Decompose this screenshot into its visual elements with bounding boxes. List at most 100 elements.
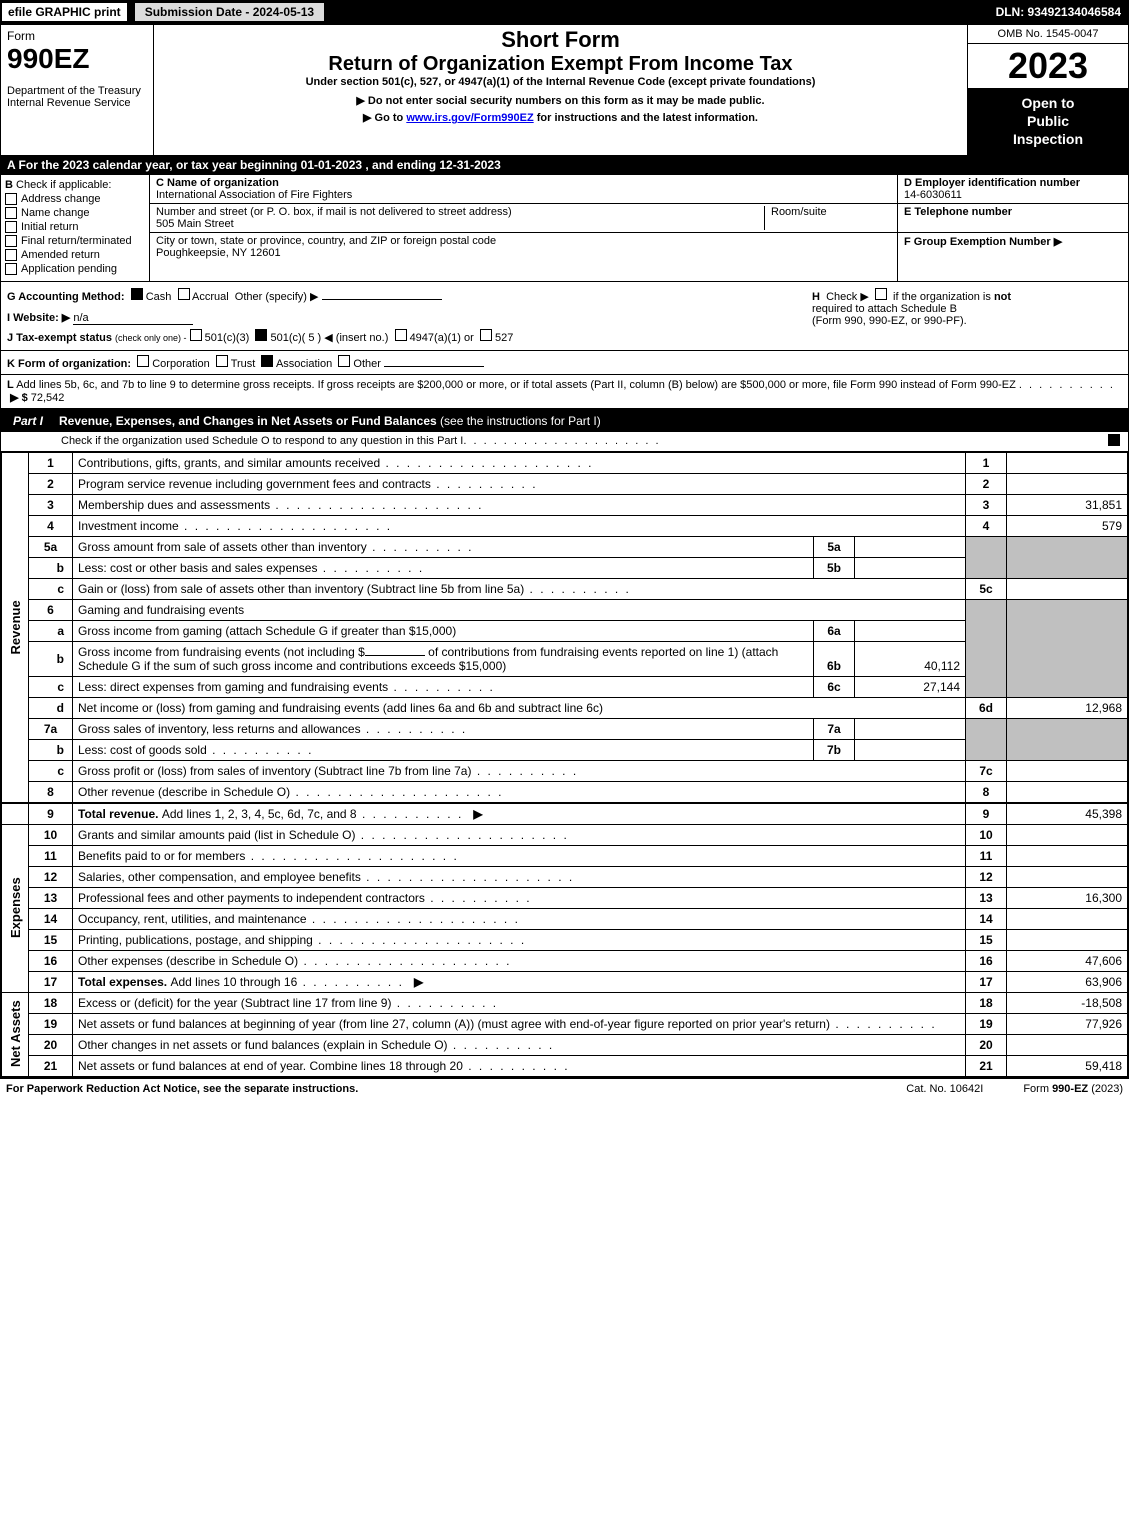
line-desc: Benefits paid to or for members — [73, 845, 966, 866]
line-box-num: 7c — [966, 760, 1007, 781]
line-6b: b Gross income from fundraising events (… — [2, 641, 1128, 676]
j-note: (check only one) - — [115, 333, 187, 343]
form-container: Form 990EZ Department of the Treasury In… — [0, 24, 1129, 1078]
line-num: 6 — [29, 599, 73, 620]
chk-label-3: Final return/terminated — [21, 235, 132, 247]
line-18: Net Assets 18 Excess or (deficit) for th… — [2, 992, 1128, 1013]
chk-cash-icon[interactable] — [131, 288, 143, 300]
chk-assoc-icon[interactable] — [261, 355, 273, 367]
footer: For Paperwork Reduction Act Notice, see … — [0, 1078, 1129, 1099]
chk-label-4: Amended return — [21, 249, 100, 261]
line-desc: Excess or (deficit) for the year (Subtra… — [73, 992, 966, 1013]
header-right: OMB No. 1545-0047 2023 Open to Public In… — [968, 25, 1128, 155]
h-label: H — [812, 291, 820, 303]
tax-year: 2023 — [968, 44, 1128, 88]
j-527: 527 — [495, 332, 513, 344]
l-arrow: ▶ $ — [10, 392, 28, 404]
inline-val: 27,144 — [855, 676, 966, 697]
chk-initial-return[interactable]: Initial return — [5, 221, 145, 233]
irs-label: Internal Revenue Service — [7, 97, 147, 109]
line-10: Expenses 10 Grants and similar amounts p… — [2, 824, 1128, 845]
chk-4947-icon[interactable] — [395, 329, 407, 341]
line-desc: Other changes in net assets or fund bala… — [73, 1034, 966, 1055]
h-text4: (Form 990, 990-EZ, or 990-PF). — [812, 315, 967, 327]
line-box-val — [1007, 578, 1128, 599]
grey-cell — [966, 599, 1007, 697]
line-num: 3 — [29, 494, 73, 515]
l-line: L Add lines 5b, 6c, and 7b to line 9 to … — [1, 375, 1128, 409]
top-bar: efile GRAPHIC print Submission Date - 20… — [0, 0, 1129, 24]
chk-label-1: Name change — [21, 207, 90, 219]
line-16: 16 Other expenses (describe in Schedule … — [2, 950, 1128, 971]
chk-501c3-icon[interactable] — [190, 329, 202, 341]
line-desc: Less: direct expenses from gaming and fu… — [73, 676, 814, 697]
footer-right: Form 990-EZ (2023) — [1023, 1083, 1123, 1095]
line-box-num: 1 — [966, 452, 1007, 473]
city-value: Poughkeepsie, NY 12601 — [156, 247, 281, 259]
line-desc: Program service revenue including govern… — [73, 473, 966, 494]
line-num: 9 — [29, 803, 73, 825]
chk-label-0: Address change — [21, 193, 101, 205]
line-num: c — [29, 760, 73, 781]
telephone-label: E Telephone number — [904, 206, 1012, 218]
chk-address-change[interactable]: Address change — [5, 193, 145, 205]
line-box-num: 5c — [966, 578, 1007, 599]
footer-cat-no: Cat. No. 10642I — [906, 1083, 983, 1095]
chk-accrual-icon[interactable] — [178, 288, 190, 300]
org-name-label: C Name of organization — [156, 177, 279, 189]
chk-amended-return[interactable]: Amended return — [5, 249, 145, 261]
line-2: 2 Program service revenue including gove… — [2, 473, 1128, 494]
chk-name-change[interactable]: Name change — [5, 207, 145, 219]
omb-number: OMB No. 1545-0047 — [968, 25, 1128, 44]
telephone-row: E Telephone number — [898, 204, 1128, 233]
chk-application-pending[interactable]: Application pending — [5, 263, 145, 275]
line-desc: Membership dues and assessments — [73, 494, 966, 515]
line-desc: Gross sales of inventory, less returns a… — [73, 718, 814, 739]
efile-label: efile GRAPHIC print — [0, 1, 129, 23]
line-desc: Less: cost of goods sold — [73, 739, 814, 760]
line-desc: Gross amount from sale of assets other t… — [73, 536, 814, 557]
inline-num: 7a — [814, 718, 855, 739]
col-def: D Employer identification number 14-6030… — [898, 175, 1128, 281]
street-row: Number and street (or P. O. box, if mail… — [150, 204, 897, 233]
chk-corp-icon[interactable] — [137, 355, 149, 367]
line-desc: Gross profit or (loss) from sales of inv… — [73, 760, 966, 781]
line-1: Revenue 1 Contributions, gifts, grants, … — [2, 452, 1128, 473]
line-num: 21 — [29, 1055, 73, 1076]
goto-line: ▶ Go to www.irs.gov/Form990EZ for instru… — [162, 111, 959, 124]
chk-final-return[interactable]: Final return/terminated — [5, 235, 145, 247]
line-box-num: 18 — [966, 992, 1007, 1013]
line-box-val — [1007, 824, 1128, 845]
line-5a: 5a Gross amount from sale of assets othe… — [2, 536, 1128, 557]
grey-cell — [966, 536, 1007, 578]
line-17: 17 Total expenses. Add lines 10 through … — [2, 971, 1128, 992]
part1-table: Revenue 1 Contributions, gifts, grants, … — [1, 452, 1128, 1077]
dln-number: DLN: 93492134046584 — [996, 5, 1129, 19]
line-11: 11 Benefits paid to or for members 11 — [2, 845, 1128, 866]
grey-cell — [1007, 536, 1128, 578]
g-cash: Cash — [146, 291, 172, 303]
chk-other-icon[interactable] — [338, 355, 350, 367]
irs-link[interactable]: www.irs.gov/Form990EZ — [406, 112, 533, 124]
k-other-input[interactable] — [384, 366, 484, 367]
line-desc: Other revenue (describe in Schedule O) — [73, 781, 966, 803]
line-21: 21 Net assets or fund balances at end of… — [2, 1055, 1128, 1076]
line-num: 16 — [29, 950, 73, 971]
j-501c: 501(c)( 5 ) ◀ (insert no.) — [270, 332, 388, 344]
line-num: c — [29, 676, 73, 697]
line-num: 1 — [29, 452, 73, 473]
line-box-val — [1007, 760, 1128, 781]
chk-trust-icon[interactable] — [216, 355, 228, 367]
inline-val: 40,112 — [855, 641, 966, 676]
chk-527-icon[interactable] — [480, 329, 492, 341]
g-other-input[interactable] — [322, 299, 442, 300]
line-box-num: 9 — [966, 803, 1007, 825]
l-text: Add lines 5b, 6c, and 7b to line 9 to de… — [16, 379, 1016, 391]
header-left: Form 990EZ Department of the Treasury In… — [1, 25, 154, 155]
part1-header: Part I Revenue, Expenses, and Changes in… — [1, 409, 1128, 432]
line-19: 19 Net assets or fund balances at beginn… — [2, 1013, 1128, 1034]
chk-schedule-o-icon[interactable] — [1108, 434, 1120, 446]
chk-501c-icon[interactable] — [255, 329, 267, 341]
chk-h-icon[interactable] — [875, 288, 887, 300]
form-word: Form — [7, 29, 147, 43]
